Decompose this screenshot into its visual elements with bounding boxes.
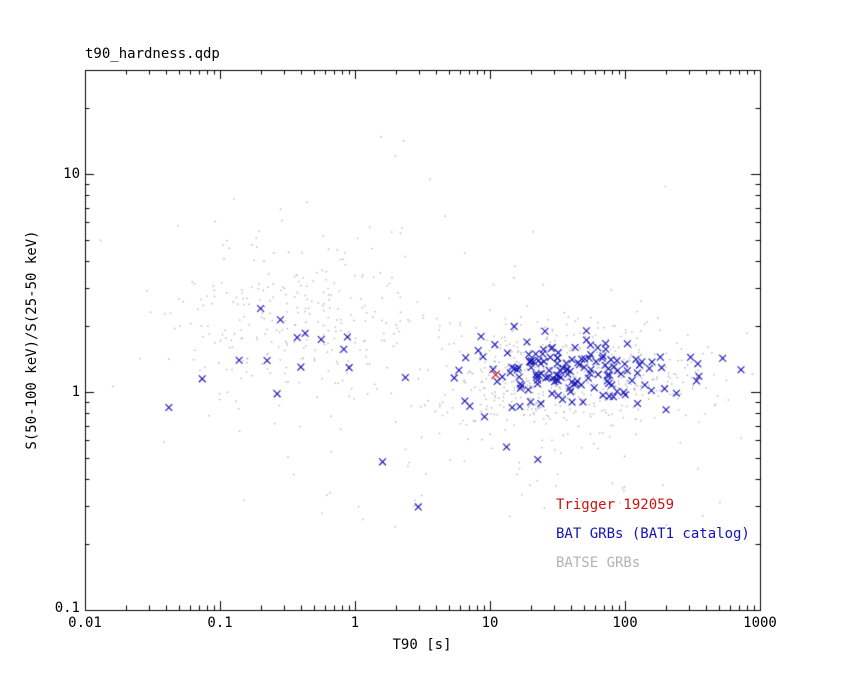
x-tick-label: 1000 bbox=[743, 615, 777, 631]
x-axis-title: T90 [s] bbox=[392, 637, 452, 653]
x-tick-label: 0.01 bbox=[68, 615, 102, 631]
plot-title: t90_hardness.qdp bbox=[85, 46, 220, 62]
legend-item-trigger: Trigger 192059 bbox=[556, 497, 675, 513]
y-tick-label: 10 bbox=[63, 166, 80, 182]
x-tick-label: 10 bbox=[481, 615, 499, 631]
x-tick-label: 1 bbox=[350, 615, 360, 631]
y-tick-label: 0.1 bbox=[54, 600, 80, 616]
y-tick-label: 1 bbox=[71, 384, 80, 400]
y-axis-title: S(50-100 keV)/S(25-50 keV) bbox=[24, 230, 40, 450]
x-tick-label: 100 bbox=[612, 615, 638, 631]
legend-item-bat-grbs: BAT GRBs (BAT1 catalog) bbox=[556, 526, 750, 542]
legend-item-batse-grbs: BATSE GRBs bbox=[556, 555, 641, 571]
x-tick-label: 0.1 bbox=[207, 615, 233, 631]
